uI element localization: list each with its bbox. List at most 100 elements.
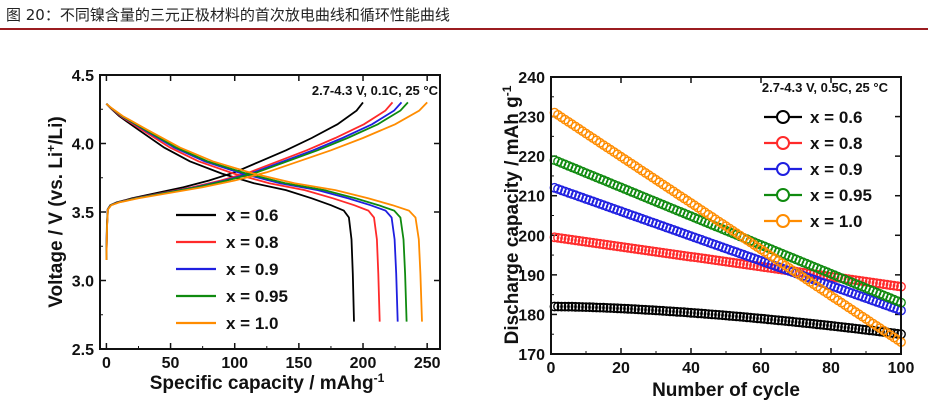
right-point-xx-0-6: [612, 303, 623, 314]
right-point-xx-0-8: [693, 252, 703, 263]
right-point-xx-0-8: [612, 241, 623, 252]
right-point-xx-0-6: [647, 305, 658, 316]
right-point-xx-0-6: [682, 307, 693, 318]
right-point-xx-0-6: [861, 324, 871, 335]
right-y-tick-label: 240: [518, 70, 545, 87]
right-point-xx-0-6: [703, 309, 714, 319]
right-point-xx-0-6: [780, 316, 791, 326]
right-point-xx-0-6: [623, 303, 633, 314]
right-point-xx-0-8: [661, 248, 672, 259]
right-point-xx-0-6: [808, 318, 819, 329]
left-x-tick-label: 150: [286, 355, 313, 372]
right-point-xx-0-6: [738, 312, 749, 322]
right-point-xx-0-8: [675, 250, 686, 261]
right-point-xx-0-6: [574, 301, 584, 312]
right-point-xx-0-6: [829, 321, 840, 332]
left-x-tick-label: 250: [414, 355, 441, 372]
right-point-xx-0-6: [672, 306, 682, 317]
right-point-xx-0-6: [710, 309, 721, 320]
right-point-xx-0-6: [640, 304, 651, 315]
right-point-xx-0-6: [602, 302, 612, 313]
right-point-xx-0-6: [616, 303, 626, 314]
right-point-xx-0-6: [815, 319, 826, 330]
right-point-xx-0-6: [742, 312, 752, 323]
right-point-xx-0-8: [553, 232, 563, 243]
right-point-xx-0-6: [784, 316, 794, 327]
right-point-xx-0-8: [574, 235, 584, 246]
right-point-xx-0-8: [588, 237, 598, 248]
right-point-xx-0-6: [756, 313, 766, 324]
right-point-xx-0-6: [752, 313, 763, 324]
right-point-xx-0-6: [707, 309, 717, 320]
right-point-xx-0-6: [651, 305, 661, 316]
right-point-xx-0-6: [553, 301, 563, 312]
right-point-xx-0-6: [763, 314, 773, 325]
right-point-xx-0-6: [728, 311, 738, 321]
right-point-xx-0-6: [770, 315, 780, 325]
right-legend-label: x = 0.95: [810, 186, 872, 205]
right-point-xx-0-6: [724, 310, 735, 321]
right-legend-label: x = 0.6: [810, 108, 862, 127]
right-legend-marker: [776, 214, 790, 228]
right-point-xx-0-6: [595, 302, 605, 313]
right-point-xx-0-6: [668, 306, 679, 317]
right-point-xx-0-6: [840, 322, 850, 333]
right-point-xx-0-6: [637, 304, 647, 315]
left-x-tick-label: 100: [221, 355, 248, 372]
right-point-xx-0-8: [689, 252, 700, 263]
right-point-xx-0-6: [665, 306, 675, 317]
right-point-xx-0-6: [560, 301, 570, 312]
right-point-xx-0-8: [696, 253, 707, 264]
right-point-xx-0-6: [675, 307, 686, 317]
left-x-tick-label: 0: [102, 355, 111, 372]
right-point-xx-0-8: [658, 247, 668, 258]
right-point-xx-0-8: [616, 241, 626, 252]
right-point-xx-0-6: [626, 304, 637, 314]
right-point-xx-0-8: [871, 278, 882, 289]
right-point-xx-0-8: [584, 237, 595, 248]
right-point-xx-0-6: [826, 320, 836, 331]
right-point-xx-0-6: [556, 301, 567, 312]
right-point-xx-0-6: [563, 301, 574, 312]
right-point-xx-0-6: [591, 302, 602, 313]
right-point-xx-0-6: [805, 318, 815, 329]
right-point-xx-0-6: [833, 321, 843, 332]
left-legend-label: x = 1.0: [226, 314, 278, 333]
right-point-xx-0-6: [801, 318, 812, 329]
right-point-xx-0-6: [584, 302, 595, 313]
right-point-xx-0-8: [640, 245, 651, 256]
right-point-xx-0-6: [689, 308, 700, 318]
left-y-tick-label: 4.0: [72, 137, 94, 154]
right-x-tick-label: 60: [752, 360, 770, 377]
right-point-xx-0-8: [647, 246, 658, 257]
right-point-xx-0-6: [577, 302, 588, 312]
right-point-xx-0-6: [791, 317, 801, 327]
left-legend-label: x = 0.8: [226, 233, 278, 252]
right-x-tick-label: 0: [547, 360, 556, 377]
right-point-xx-0-6: [717, 310, 728, 321]
right-point-xx-0-6: [644, 305, 654, 315]
right-point-xx-0-8: [707, 254, 717, 265]
right-point-xx-0-6: [836, 322, 847, 332]
right-legend-marker: [776, 188, 790, 202]
right-x-tick-label: 20: [612, 360, 630, 377]
left-legend-label: x = 0.9: [226, 260, 278, 279]
right-y-tick-label: 200: [518, 228, 545, 245]
right-x-axis-label: Number of cycle: [652, 380, 800, 401]
right-x-tick-label: 80: [822, 360, 840, 377]
right-point-xx-0-8: [668, 249, 679, 260]
right-y-tick-label: 190: [518, 268, 545, 285]
right-point-xx-0-6: [570, 301, 581, 312]
right-point-xx-0-6: [605, 303, 616, 313]
right-point-xx-0-8: [735, 258, 745, 269]
right-point-xx-0-8: [703, 254, 714, 265]
right-point-xx-0-8: [686, 251, 696, 262]
right-point-xx-0-6: [798, 317, 808, 328]
right-chart: 0 20 40 60 80 100 170 180 190 200 210 220 230 240 2.7…: [500, 70, 914, 401]
right-point-xx-0-8: [633, 244, 644, 255]
right-point-xx-0-8: [878, 279, 889, 290]
right-point-xx-0-8: [570, 235, 581, 246]
right-point-xx-0-8: [682, 251, 693, 262]
right-point-xx-0-6: [696, 308, 707, 319]
